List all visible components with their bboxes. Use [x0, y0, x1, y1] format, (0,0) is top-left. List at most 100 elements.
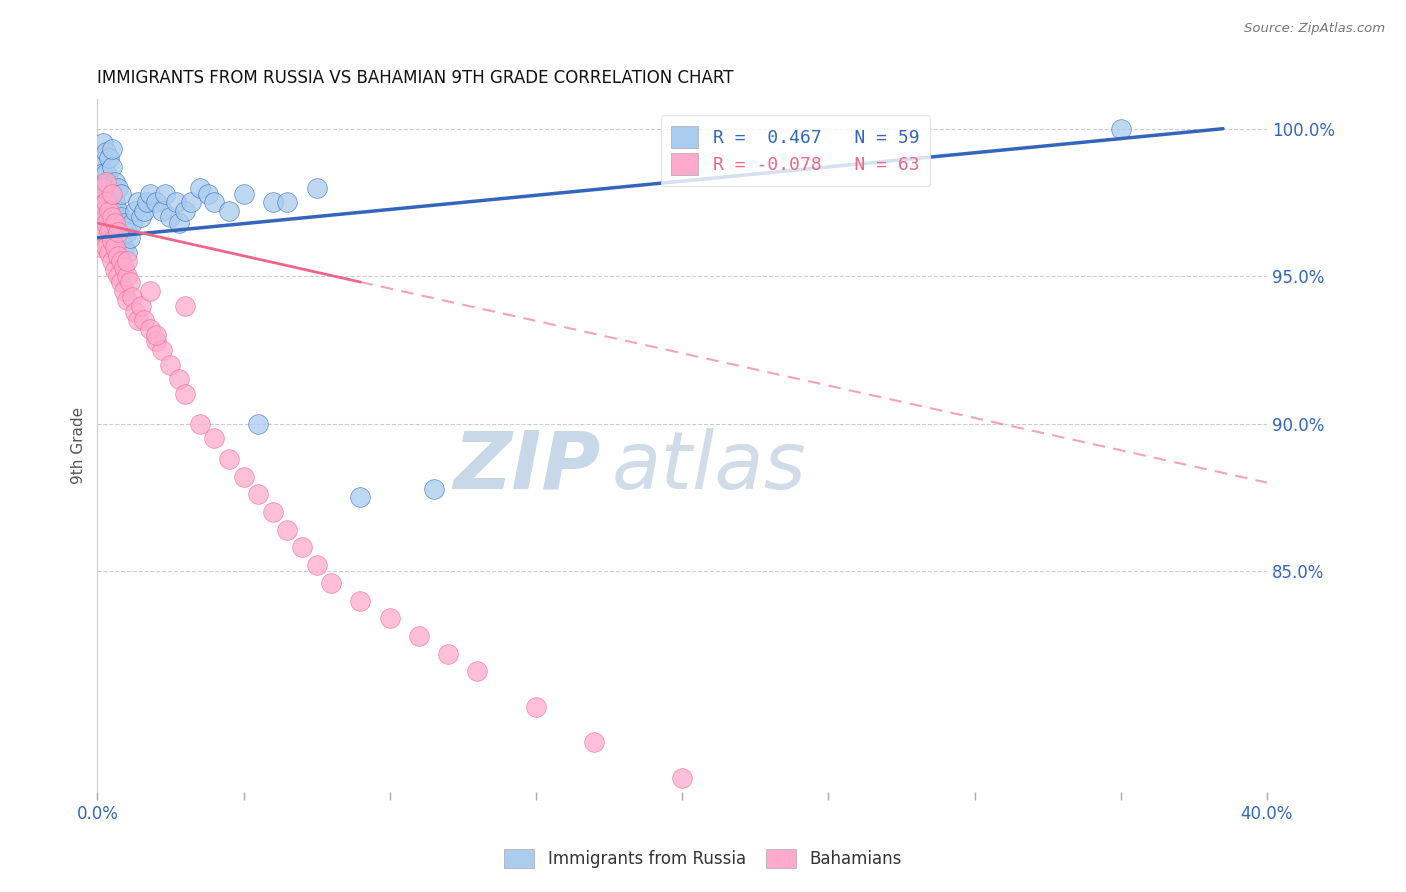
Point	[94, 175, 117, 189]
Point	[262, 505, 284, 519]
Point	[188, 180, 211, 194]
Point	[276, 195, 298, 210]
Point	[104, 216, 127, 230]
Point	[174, 204, 197, 219]
Point	[202, 431, 225, 445]
Point	[94, 195, 117, 210]
Point	[671, 771, 693, 785]
Point	[467, 665, 489, 679]
Point	[94, 240, 117, 254]
Point	[118, 275, 141, 289]
Point	[101, 160, 124, 174]
Point	[115, 293, 138, 307]
Point	[89, 240, 111, 254]
Point	[167, 372, 190, 386]
Point	[145, 328, 167, 343]
Point	[112, 240, 135, 254]
Point	[139, 284, 162, 298]
Point	[276, 523, 298, 537]
Point	[110, 275, 132, 289]
Point	[218, 452, 240, 467]
Point	[98, 245, 121, 260]
Point	[89, 216, 111, 230]
Point	[349, 491, 371, 505]
Point	[202, 195, 225, 210]
Point	[98, 151, 121, 165]
Point	[145, 334, 167, 348]
Point	[89, 195, 111, 210]
Point	[150, 343, 173, 357]
Point	[115, 254, 138, 268]
Point	[349, 593, 371, 607]
Point	[583, 735, 606, 749]
Point	[107, 204, 129, 219]
Point	[218, 204, 240, 219]
Point	[94, 216, 117, 230]
Point	[110, 210, 132, 224]
Point	[136, 195, 159, 210]
Legend: Immigrants from Russia, Bahamians: Immigrants from Russia, Bahamians	[498, 842, 908, 875]
Point	[165, 195, 187, 210]
Point	[112, 260, 135, 275]
Point	[91, 204, 114, 219]
Point	[104, 195, 127, 210]
Point	[124, 204, 146, 219]
Point	[124, 304, 146, 318]
Point	[98, 175, 121, 189]
Point	[110, 231, 132, 245]
Point	[145, 195, 167, 210]
Point	[107, 269, 129, 284]
Point	[101, 180, 124, 194]
Point	[247, 417, 270, 431]
Point	[101, 204, 124, 219]
Point	[153, 186, 176, 201]
Point	[98, 216, 121, 230]
Point	[110, 254, 132, 268]
Point	[104, 175, 127, 189]
Point	[305, 180, 328, 194]
Point	[321, 575, 343, 590]
Point	[121, 290, 143, 304]
Point	[101, 225, 124, 239]
Text: IMMIGRANTS FROM RUSSIA VS BAHAMIAN 9TH GRADE CORRELATION CHART: IMMIGRANTS FROM RUSSIA VS BAHAMIAN 9TH G…	[97, 69, 734, 87]
Point	[91, 166, 114, 180]
Point	[437, 647, 460, 661]
Point	[262, 195, 284, 210]
Point	[232, 186, 254, 201]
Point	[98, 195, 121, 210]
Point	[378, 611, 401, 625]
Y-axis label: 9th Grade: 9th Grade	[72, 407, 86, 484]
Point	[159, 210, 181, 224]
Point	[524, 699, 547, 714]
Point	[101, 142, 124, 156]
Point	[107, 248, 129, 262]
Point	[115, 225, 138, 239]
Point	[159, 358, 181, 372]
Point	[1109, 121, 1132, 136]
Point	[247, 487, 270, 501]
Point	[139, 186, 162, 201]
Point	[422, 482, 444, 496]
Point	[112, 216, 135, 230]
Point	[129, 299, 152, 313]
Point	[408, 629, 430, 643]
Point	[89, 151, 111, 165]
Point	[91, 195, 114, 210]
Point	[89, 180, 111, 194]
Text: atlas: atlas	[612, 427, 807, 506]
Point	[121, 216, 143, 230]
Point	[139, 322, 162, 336]
Point	[107, 225, 129, 239]
Point	[115, 245, 138, 260]
Point	[98, 225, 121, 239]
Point	[101, 210, 124, 224]
Point	[91, 225, 114, 239]
Point	[101, 186, 124, 201]
Point	[129, 210, 152, 224]
Point	[150, 204, 173, 219]
Point	[291, 541, 314, 555]
Point	[174, 387, 197, 401]
Point	[98, 204, 121, 219]
Point	[101, 254, 124, 268]
Point	[104, 216, 127, 230]
